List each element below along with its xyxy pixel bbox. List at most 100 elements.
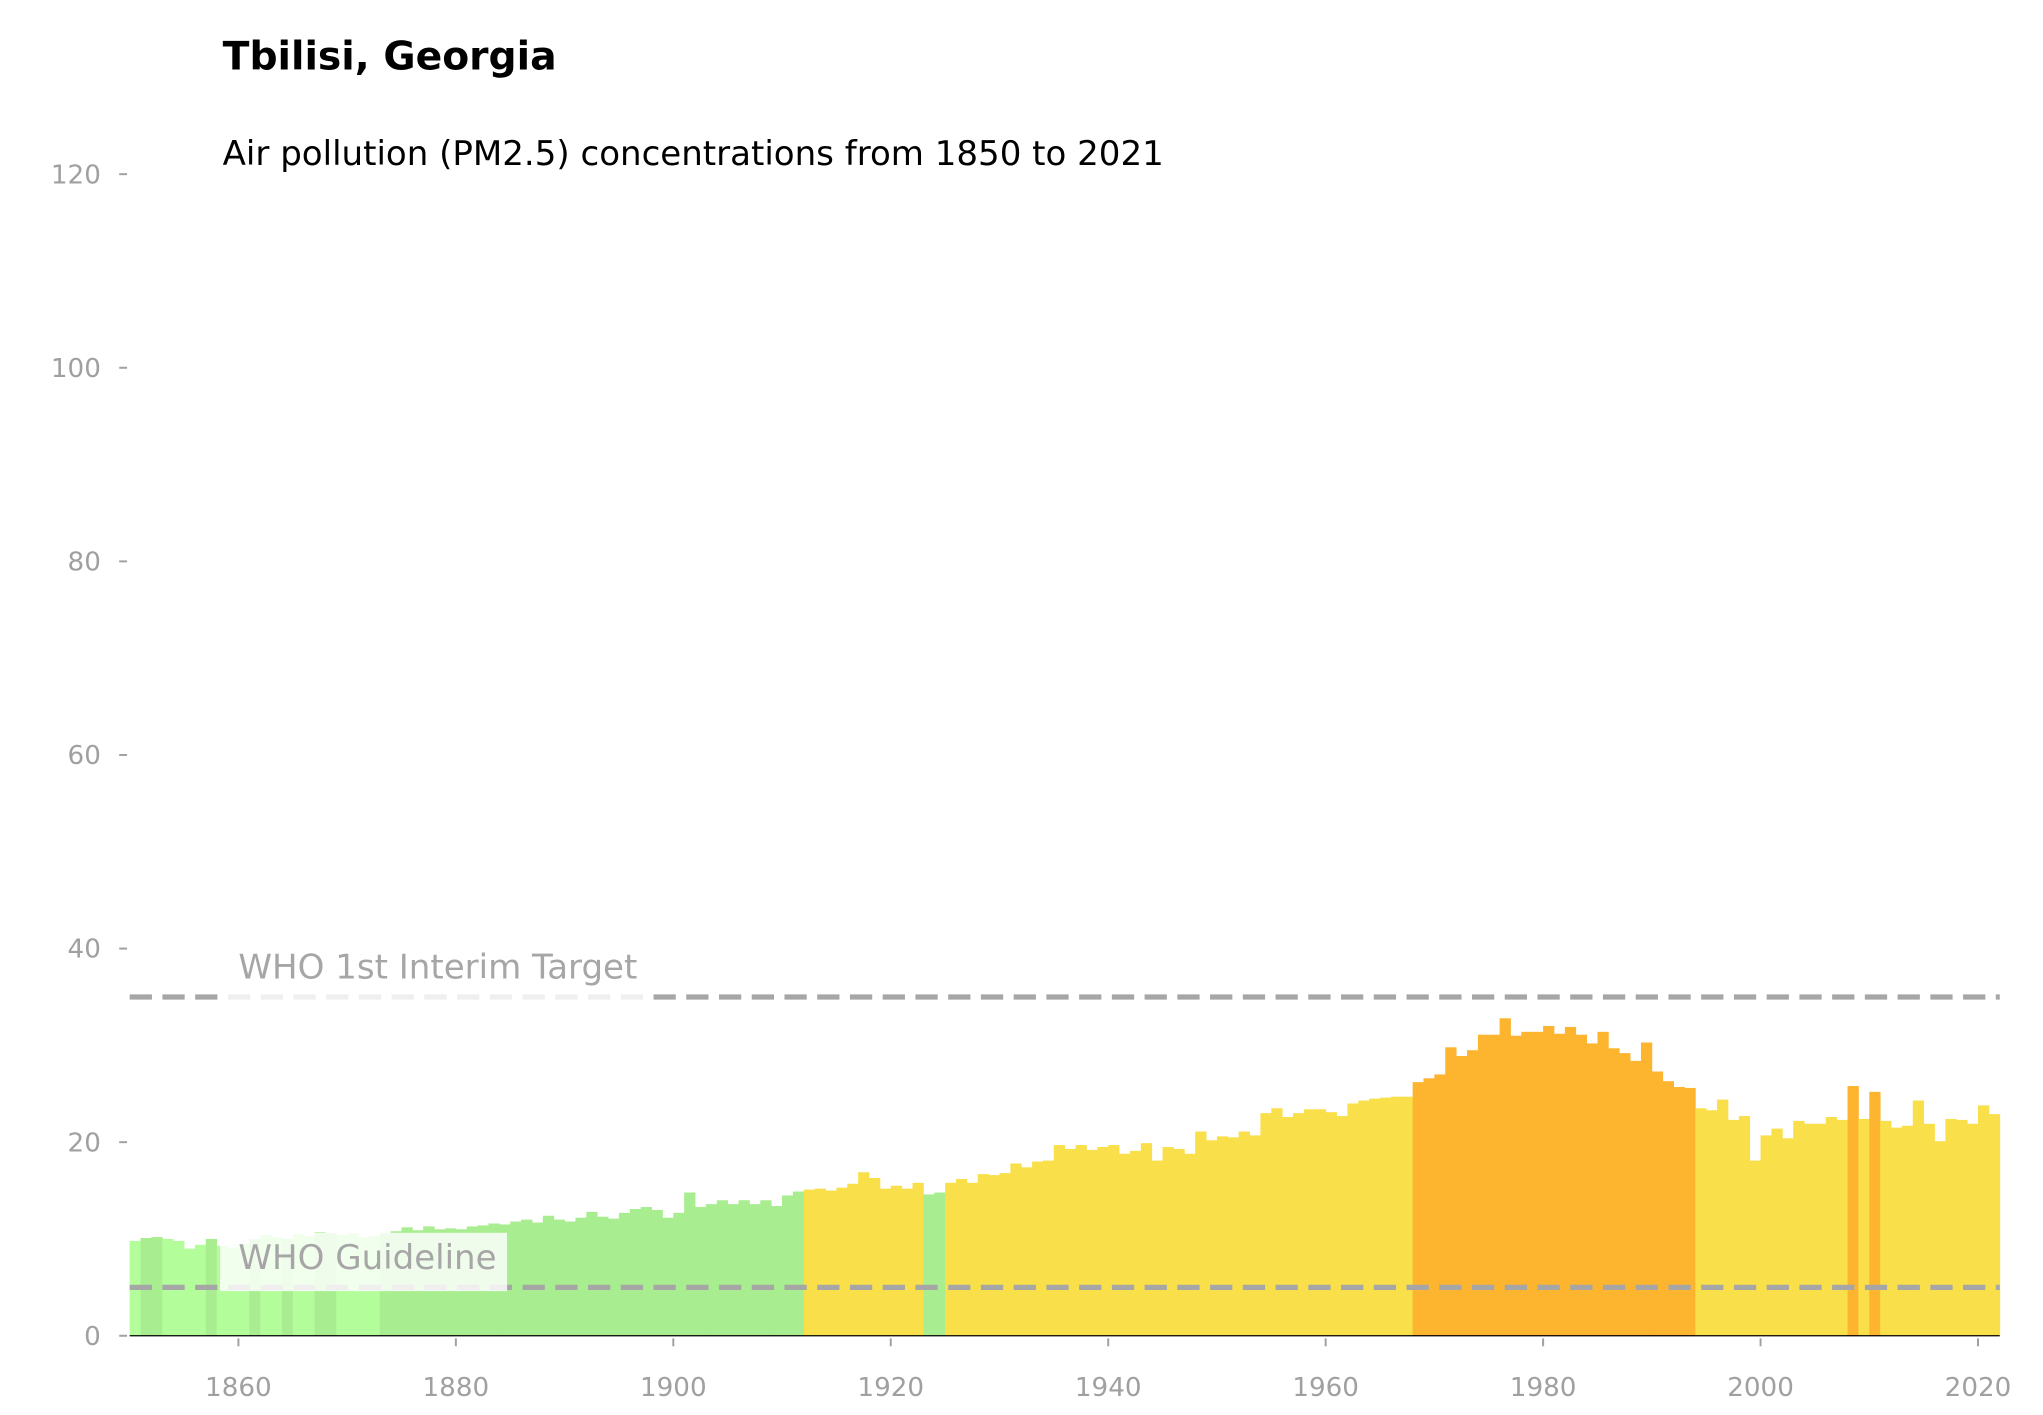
bar <box>194 1244 207 1336</box>
bar <box>1064 1148 1076 1336</box>
bar <box>1119 1153 1131 1336</box>
bar <box>1521 1031 1533 1336</box>
bar <box>618 1212 631 1336</box>
bar <box>1564 1026 1577 1336</box>
bar <box>836 1187 848 1336</box>
bar <box>1619 1053 1631 1336</box>
bar <box>1238 1131 1250 1336</box>
bar <box>586 1211 598 1336</box>
bar <box>1347 1103 1359 1336</box>
bar <box>1369 1098 1381 1336</box>
bar <box>564 1221 576 1336</box>
bar <box>227 1247 239 1336</box>
bar <box>1858 1118 1870 1336</box>
bar <box>803 1189 816 1336</box>
bar <box>1184 1153 1196 1336</box>
label-background <box>220 942 648 1001</box>
x-tick-label: 1940 <box>1075 1373 1142 1403</box>
bar <box>1978 1105 1990 1336</box>
bar <box>1303 1109 1316 1336</box>
y-tick-label: 80 <box>68 548 101 578</box>
y-tick-label: 20 <box>68 1128 101 1158</box>
bar <box>825 1190 837 1336</box>
bar <box>1477 1034 1490 1336</box>
bar <box>629 1208 642 1336</box>
bar <box>847 1183 859 1336</box>
bar <box>727 1204 739 1336</box>
bar <box>1912 1100 1925 1336</box>
bar <box>1836 1119 1848 1336</box>
x-tick-label: 1880 <box>423 1373 490 1403</box>
bar <box>1140 1143 1153 1336</box>
x-tick-label: 1960 <box>1292 1373 1359 1403</box>
bar <box>1553 1033 1566 1336</box>
bar <box>705 1204 718 1336</box>
bar <box>1021 1167 1033 1336</box>
bar <box>1129 1150 1142 1336</box>
x-tick-label: 1860 <box>205 1373 272 1403</box>
bar <box>684 1192 696 1336</box>
bar <box>1271 1108 1283 1336</box>
bar <box>1042 1160 1055 1336</box>
bar <box>912 1182 924 1336</box>
bar <box>1456 1056 1468 1336</box>
bar <box>1630 1060 1642 1336</box>
bar <box>1097 1147 1109 1336</box>
bar <box>999 1173 1011 1336</box>
bar <box>1586 1043 1598 1336</box>
bar <box>1434 1074 1446 1336</box>
bar <box>1597 1031 1609 1336</box>
reference-label: WHO 1st Interim Target <box>238 948 637 988</box>
bar <box>1358 1100 1370 1336</box>
bar <box>1401 1096 1414 1336</box>
bar <box>792 1191 805 1336</box>
bar <box>1662 1081 1674 1336</box>
bar <box>760 1200 772 1336</box>
bar <box>1282 1117 1294 1336</box>
bar <box>1325 1112 1337 1336</box>
bar <box>1216 1136 1229 1336</box>
bar <box>1695 1108 1707 1336</box>
bar <box>608 1218 620 1336</box>
bar <box>1075 1145 1087 1336</box>
bar <box>1543 1026 1555 1336</box>
bar <box>738 1200 750 1336</box>
y-tick-label: 100 <box>51 354 101 384</box>
chart-subtitle: Air pollution (PM2.5) concentrations fro… <box>223 134 1164 174</box>
bar <box>1956 1119 1968 1336</box>
bar <box>662 1217 674 1336</box>
bar <box>1934 1141 1946 1336</box>
bar <box>1206 1140 1218 1336</box>
reference-label: WHO Guideline <box>238 1238 496 1278</box>
bar <box>890 1185 903 1336</box>
bar <box>1260 1113 1272 1336</box>
bar <box>749 1204 761 1336</box>
bar <box>716 1200 729 1336</box>
bar <box>151 1237 163 1336</box>
bar <box>1640 1042 1653 1336</box>
y-tick-label: 60 <box>68 741 101 771</box>
bar <box>782 1195 794 1336</box>
bar <box>510 1221 522 1336</box>
bar <box>869 1177 881 1336</box>
bar <box>531 1222 544 1336</box>
bar <box>1804 1123 1816 1336</box>
bar <box>988 1175 1000 1336</box>
bar <box>1706 1110 1718 1336</box>
bar <box>1423 1078 1435 1336</box>
y-tick-label: 0 <box>84 1322 101 1352</box>
bar <box>1195 1131 1207 1336</box>
bar <box>1314 1109 1327 1336</box>
x-tick-label: 2020 <box>1945 1373 2012 1403</box>
bar <box>1467 1050 1479 1336</box>
bar <box>1825 1117 1838 1336</box>
bar <box>553 1219 565 1336</box>
bar <box>521 1219 533 1336</box>
bar <box>1608 1048 1620 1336</box>
bar <box>575 1217 587 1336</box>
bar <box>1673 1086 1685 1336</box>
bar <box>1782 1138 1794 1336</box>
bar <box>1749 1160 1761 1336</box>
bar <box>1880 1120 1892 1336</box>
